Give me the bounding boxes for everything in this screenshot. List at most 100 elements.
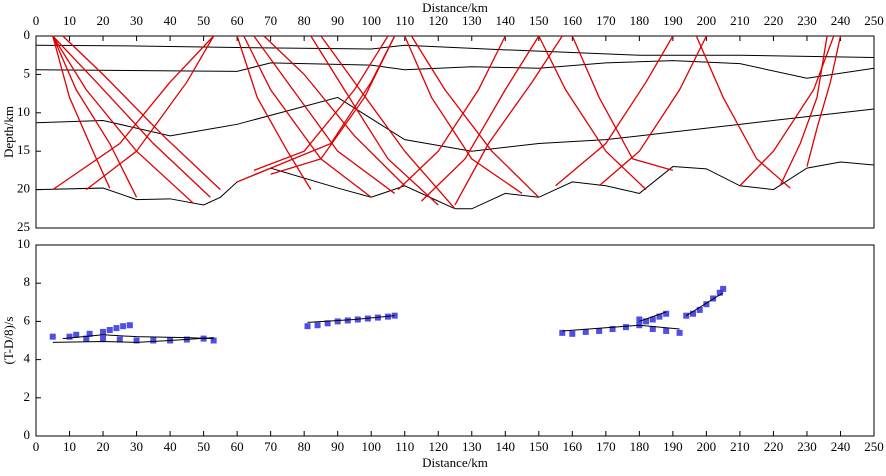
observed-point bbox=[663, 327, 670, 334]
ray-path bbox=[320, 35, 456, 210]
ray-path bbox=[62, 35, 221, 191]
observed-point bbox=[314, 322, 321, 329]
observed-point bbox=[106, 326, 113, 333]
x-tick-label: 20 bbox=[97, 439, 110, 454]
interface-line bbox=[686, 292, 724, 317]
x-tick-label: 200 bbox=[697, 439, 717, 454]
observed-point bbox=[126, 322, 133, 329]
x-tick-label: 70 bbox=[264, 439, 277, 454]
observed-point bbox=[150, 337, 157, 344]
observed-point bbox=[716, 289, 723, 296]
interface-line bbox=[35, 60, 875, 79]
observed-point bbox=[656, 313, 663, 320]
interface-line bbox=[35, 96, 875, 152]
x-tick-label: 20 bbox=[97, 13, 110, 28]
ray-path bbox=[421, 35, 540, 202]
x-tick-label: 230 bbox=[797, 439, 817, 454]
observed-point bbox=[559, 329, 566, 336]
x-tick-label: 160 bbox=[563, 13, 583, 28]
observed-point bbox=[86, 330, 93, 337]
x-tick-label: 60 bbox=[231, 439, 244, 454]
x-tick-label: 100 bbox=[361, 13, 381, 28]
observed-point bbox=[66, 333, 73, 340]
x-tick-label: 120 bbox=[428, 439, 448, 454]
y-tick-label: 10 bbox=[17, 236, 30, 251]
observed-point bbox=[696, 306, 703, 313]
ray-path bbox=[52, 35, 111, 189]
ray-path bbox=[806, 35, 842, 167]
y-tick-label: 5 bbox=[24, 65, 31, 80]
x-tick-label: 240 bbox=[831, 13, 851, 28]
observed-point bbox=[304, 323, 311, 330]
ray-path bbox=[598, 35, 707, 187]
y-tick-label: 2 bbox=[24, 389, 31, 404]
ray-path bbox=[695, 35, 791, 189]
observed-point bbox=[689, 310, 696, 317]
observed-point bbox=[344, 317, 351, 324]
y-axis-label: Depth/km bbox=[1, 106, 16, 158]
observed-point bbox=[116, 336, 123, 343]
y-tick-label: 6 bbox=[24, 312, 31, 327]
ray-path bbox=[85, 35, 215, 191]
y-tick-label: 25 bbox=[17, 219, 30, 234]
x-tick-label: 0 bbox=[33, 13, 40, 28]
x-tick-label: 50 bbox=[197, 439, 210, 454]
ray-path bbox=[779, 35, 828, 187]
ray-path bbox=[263, 35, 406, 187]
interface-line bbox=[35, 161, 875, 210]
observed-point bbox=[49, 333, 56, 340]
x-tick-label: 120 bbox=[428, 13, 448, 28]
y-tick-label: 10 bbox=[17, 104, 30, 119]
observed-point bbox=[703, 301, 710, 308]
x-axis-label: Distance/km bbox=[422, 455, 488, 470]
observed-point bbox=[609, 326, 616, 333]
x-tick-label: 60 bbox=[231, 13, 244, 28]
ray-path bbox=[410, 35, 540, 198]
ray-path bbox=[52, 35, 194, 204]
plot-frame bbox=[35, 35, 875, 229]
x-tick-label: 160 bbox=[563, 439, 583, 454]
x-tick-label: 190 bbox=[663, 13, 683, 28]
ray-path bbox=[52, 35, 215, 191]
x-tick-label: 110 bbox=[395, 439, 414, 454]
observed-point bbox=[663, 310, 670, 317]
plot-frame bbox=[35, 244, 875, 437]
observed-point bbox=[649, 326, 656, 333]
x-tick-label: 180 bbox=[630, 439, 650, 454]
y-axis-label: (T-D/8)/s bbox=[1, 317, 16, 365]
interface-line bbox=[562, 324, 680, 332]
x-tick-label: 130 bbox=[462, 439, 482, 454]
observed-point bbox=[73, 331, 80, 338]
x-tick-label: 30 bbox=[130, 13, 143, 28]
ray-path bbox=[243, 35, 372, 198]
x-tick-label: 170 bbox=[596, 13, 616, 28]
interface-line bbox=[639, 311, 667, 322]
x-tick-label: 220 bbox=[764, 439, 784, 454]
observed-point bbox=[324, 320, 331, 327]
x-tick-label: 30 bbox=[130, 439, 143, 454]
x-tick-label: 140 bbox=[496, 439, 516, 454]
x-tick-label: 180 bbox=[630, 13, 650, 28]
observed-point bbox=[676, 329, 683, 336]
observed-point bbox=[100, 335, 107, 342]
ray-path bbox=[310, 35, 439, 206]
observed-point bbox=[643, 318, 650, 325]
y-tick-label: 0 bbox=[24, 427, 31, 442]
x-tick-label: 100 bbox=[361, 439, 381, 454]
x-tick-label: 40 bbox=[164, 439, 177, 454]
interface-line bbox=[35, 44, 875, 59]
ray-path bbox=[739, 35, 835, 187]
observed-point bbox=[334, 318, 341, 325]
observed-point bbox=[636, 316, 643, 323]
x-tick-label: 90 bbox=[331, 13, 344, 28]
ray-path bbox=[52, 35, 138, 198]
x-tick-label: 70 bbox=[264, 13, 277, 28]
x-tick-label: 250 bbox=[864, 439, 884, 454]
x-tick-label: 170 bbox=[596, 439, 616, 454]
x-tick-label: 220 bbox=[764, 13, 784, 28]
observed-point bbox=[569, 330, 576, 337]
x-tick-label: 200 bbox=[697, 13, 717, 28]
observed-point bbox=[596, 327, 603, 334]
